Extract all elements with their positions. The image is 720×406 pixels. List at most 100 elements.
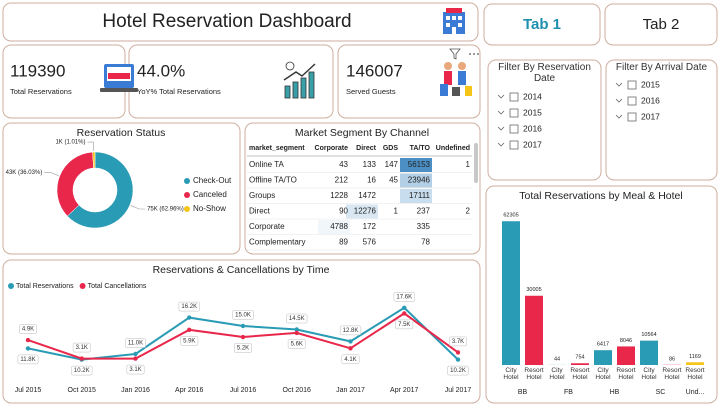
tab-button[interactable] bbox=[483, 3, 601, 46]
data-label-bg bbox=[180, 336, 199, 346]
data-label: 11.8K bbox=[20, 357, 35, 363]
filter-title: Filter By Arrival Date bbox=[615, 62, 708, 73]
x-tick-label-box: City Hotel bbox=[595, 367, 610, 381]
data-point bbox=[79, 356, 84, 361]
chart-panel bbox=[485, 185, 718, 404]
dashboard-title: Hotel Reservation Dashboard bbox=[102, 11, 351, 32]
data-label: 44 bbox=[554, 356, 560, 362]
chart-title: Total Reservations by Meal & Hotel bbox=[519, 190, 682, 202]
cell-value: 133 bbox=[363, 160, 377, 169]
expand-chevron bbox=[497, 126, 505, 131]
checkbox[interactable] bbox=[509, 140, 519, 150]
data-label: 4.9K bbox=[22, 327, 34, 333]
data-point bbox=[294, 327, 299, 332]
cell-value: 1472 bbox=[358, 191, 376, 200]
checkbox[interactable] bbox=[509, 124, 519, 134]
x-tick-label-box: Resort Hotel bbox=[524, 367, 543, 381]
data-label-bg bbox=[287, 339, 306, 349]
data-label: 11.0K bbox=[128, 341, 143, 347]
data-label: 4.1K bbox=[344, 357, 356, 363]
cell-highlight bbox=[318, 220, 350, 234]
legend-label: Canceled bbox=[193, 190, 227, 199]
leader-line bbox=[130, 205, 146, 210]
data-point bbox=[348, 339, 353, 344]
checkbox[interactable] bbox=[627, 96, 637, 106]
x-tick-label: Oct 2016 bbox=[283, 387, 312, 394]
legend-label: Total Reservations bbox=[16, 283, 74, 290]
legend-swatch bbox=[184, 206, 190, 212]
legend-swatch bbox=[184, 192, 190, 198]
bar bbox=[525, 295, 543, 365]
kpi-value: 119390 bbox=[10, 61, 65, 80]
x-tick-label-box: Resort Hotel bbox=[685, 367, 704, 381]
checkbox[interactable] bbox=[627, 80, 637, 90]
data-label-bg bbox=[125, 338, 146, 348]
kpi-value: 146007 bbox=[346, 61, 403, 80]
checkbox[interactable] bbox=[627, 112, 637, 122]
chart-panel bbox=[2, 259, 481, 404]
growth-icon bbox=[283, 61, 316, 99]
guests-icon bbox=[440, 62, 472, 96]
data-label-bg bbox=[395, 319, 414, 330]
row-label: Direct bbox=[249, 207, 271, 216]
data-label: 86 bbox=[669, 356, 675, 362]
x-tick-label: Jan 2016 bbox=[121, 387, 150, 394]
data-point bbox=[402, 305, 407, 310]
column-header: Corporate bbox=[315, 145, 349, 152]
cell-value: 12276 bbox=[354, 207, 377, 216]
data-label: 43K (36.03%) bbox=[6, 170, 43, 176]
column-header: Direct bbox=[356, 145, 377, 152]
tab-button[interactable] bbox=[604, 3, 718, 46]
data-label: 62305 bbox=[503, 213, 518, 219]
data-label: 6417 bbox=[597, 342, 609, 348]
data-point bbox=[133, 351, 138, 357]
legend-label: Total Cancellations bbox=[88, 283, 147, 290]
scrollbar[interactable] bbox=[474, 143, 478, 183]
data-label: 1K (1.01%) bbox=[55, 140, 85, 146]
data-point bbox=[402, 311, 407, 316]
data-label: 3.1K bbox=[76, 345, 88, 351]
filter-icon[interactable] bbox=[449, 48, 461, 60]
filter-title-box: Filter By Arrival Date bbox=[615, 62, 708, 73]
checkbox[interactable] bbox=[509, 92, 519, 102]
expand-chevron bbox=[615, 98, 623, 103]
more-options[interactable] bbox=[469, 53, 479, 55]
data-label: 5.6K bbox=[291, 341, 303, 347]
x-tick-label-box: Resort Hotel bbox=[662, 367, 682, 382]
filter-option: 2016 bbox=[523, 123, 542, 133]
x-tick-label-box: City Hotel bbox=[641, 367, 656, 381]
group-label: SC bbox=[656, 389, 666, 396]
data-label: 30005 bbox=[526, 287, 541, 293]
cell-highlight bbox=[400, 189, 432, 203]
data-label-bg bbox=[393, 292, 415, 302]
checkbox[interactable] bbox=[509, 108, 519, 118]
kpi-value: 44.0% bbox=[137, 61, 185, 80]
data-label-bg bbox=[178, 301, 200, 312]
tab-label[interactable]: Tab 2 bbox=[643, 16, 680, 33]
chart-title: Reservations & Cancellations by Time bbox=[153, 264, 330, 276]
row-label: Corporate bbox=[249, 222, 285, 231]
expand-chevron bbox=[615, 114, 623, 119]
column-header: TA/TO bbox=[410, 145, 431, 152]
filter-panel bbox=[605, 59, 718, 181]
data-label: 10564 bbox=[641, 332, 656, 338]
tab-label[interactable]: Tab 1 bbox=[523, 16, 561, 33]
legend-label: No-Show bbox=[193, 204, 226, 213]
filter-option: 2015 bbox=[641, 79, 660, 89]
data-point bbox=[348, 346, 353, 351]
group-label: HB bbox=[610, 389, 620, 396]
data-label: 3.1K bbox=[129, 367, 141, 373]
data-point bbox=[187, 315, 192, 320]
data-label-bg bbox=[234, 343, 252, 353]
cell-value: 4788 bbox=[330, 222, 348, 231]
data-label-bg bbox=[449, 336, 467, 347]
group-label: BB bbox=[518, 389, 528, 396]
data-label: 16.2K bbox=[181, 304, 197, 310]
kpi-label: YoY% Total Reservations bbox=[137, 87, 221, 96]
cell-value: 90 bbox=[339, 207, 348, 216]
data-label: 75K (62.96%) bbox=[147, 207, 184, 213]
cell-value: 43 bbox=[339, 160, 348, 169]
x-tick-label: Resort Hotel bbox=[662, 367, 682, 382]
data-label-bg bbox=[341, 354, 360, 365]
